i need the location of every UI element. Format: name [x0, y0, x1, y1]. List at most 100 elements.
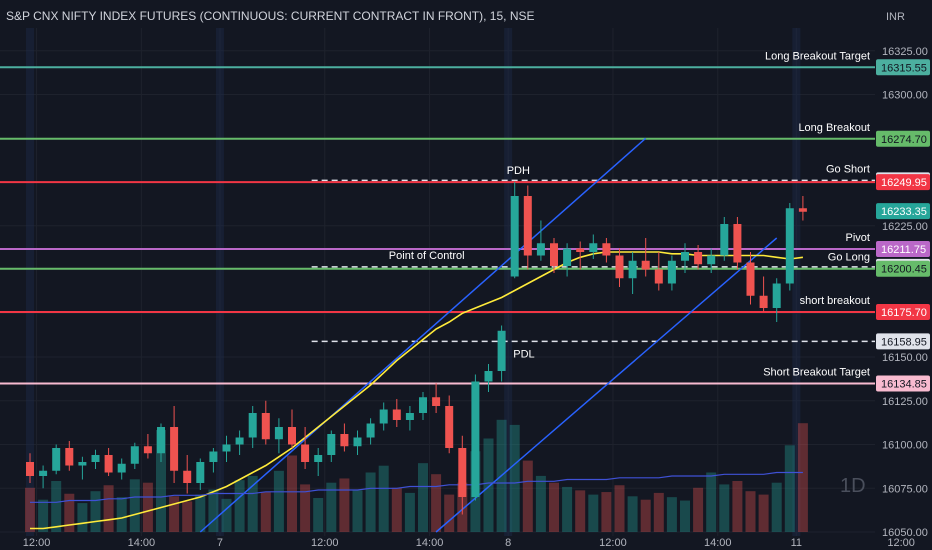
candle-body	[104, 455, 113, 473]
level-label: Long Breakout	[798, 122, 870, 134]
candle-body	[628, 260, 637, 279]
annotation-label: Point of Control	[389, 250, 465, 262]
price-tick: 16225.00	[882, 221, 928, 233]
volume-bar	[797, 423, 808, 532]
candle-body	[733, 224, 742, 263]
candle-body	[405, 413, 414, 420]
candle-body	[39, 470, 48, 476]
current-price-tag: 16233.35	[881, 206, 927, 218]
candle-body	[523, 196, 532, 256]
candle-body	[654, 269, 663, 284]
candle-body	[91, 455, 100, 462]
volume-bar	[182, 501, 193, 532]
price-tick: 16125.00	[882, 396, 928, 408]
volume-bar	[784, 445, 795, 532]
candle-body	[615, 255, 624, 279]
candle-body	[785, 208, 794, 284]
candle-body	[432, 397, 441, 406]
candle-body	[759, 295, 768, 308]
candle-body	[510, 196, 519, 277]
volume-bar	[391, 487, 402, 532]
time-tick: 14:00	[704, 537, 732, 549]
volume-bar	[614, 485, 625, 532]
candle-body	[196, 462, 205, 483]
candle-body	[497, 330, 506, 371]
price-tick: 16100.00	[882, 440, 928, 452]
time-tick: 12:00	[23, 537, 51, 549]
annotation-label: PDH	[507, 165, 530, 177]
volume-bar	[90, 491, 101, 532]
price-tag-bg	[876, 375, 930, 392]
currency-label: INR	[886, 11, 905, 23]
watermark: 1D	[840, 475, 866, 497]
volume-bar	[719, 484, 730, 532]
channel-upper-line	[199, 137, 647, 533]
volume-bar	[745, 491, 756, 532]
price-tag: 16200.45	[881, 264, 927, 276]
candle-body	[576, 248, 585, 252]
candle-body	[471, 381, 480, 497]
candle-body	[798, 208, 807, 212]
time-tick: 8	[505, 537, 511, 549]
candle-body	[170, 427, 179, 471]
candle-body	[707, 255, 716, 265]
price-tick: 16300.00	[882, 90, 928, 102]
candle-body	[694, 252, 703, 265]
session-separator	[792, 28, 801, 536]
volume-bar	[522, 460, 533, 532]
volume-bar	[483, 438, 494, 532]
session-separator	[504, 28, 513, 536]
candle-body	[26, 462, 34, 476]
candle-body	[274, 427, 283, 440]
volume-bar	[680, 500, 690, 532]
price-tag-bg	[876, 333, 930, 350]
candle-body	[667, 260, 676, 284]
level-labels: Long Breakout Target Long Breakout Go Shor…	[763, 50, 870, 378]
level-label: Pivot	[846, 232, 870, 244]
level-label: short breakout	[800, 295, 870, 307]
session-separator	[215, 28, 224, 536]
time-tick: 12:00	[887, 537, 915, 549]
candle-body	[130, 446, 139, 464]
annotations: PDH PDL Point of Control	[389, 165, 535, 360]
candle-body	[117, 463, 126, 473]
volume-bar	[38, 499, 49, 532]
time-axis-bg	[0, 536, 932, 550]
candle-body	[392, 409, 401, 420]
candle-body	[589, 243, 598, 252]
candle-body	[536, 243, 545, 256]
time-tick: 11	[791, 537, 802, 549]
volume-bar	[758, 494, 769, 532]
volume-bar	[418, 463, 428, 532]
volume-bar	[221, 498, 232, 532]
candle-body	[288, 427, 296, 445]
volume-bar	[693, 487, 704, 532]
price-tag: 16175.70	[881, 307, 927, 319]
volume-bar	[575, 490, 586, 532]
volume-bar	[549, 482, 559, 532]
volume-bar	[51, 481, 62, 532]
price-tag: 16134.85	[881, 379, 927, 391]
volume-bar	[365, 472, 376, 532]
candle-body	[353, 437, 362, 447]
volume-ma-line	[30, 471, 803, 503]
price-tick: 16150.00	[882, 352, 928, 364]
volume-bar	[509, 424, 520, 532]
time-tick: 12:00	[311, 537, 339, 549]
volume-bar	[287, 455, 297, 532]
ema-line	[30, 251, 804, 530]
price-tag: 16315.55	[881, 62, 927, 74]
candle-body	[235, 437, 244, 445]
candle-body	[157, 427, 165, 454]
volume-bar	[640, 499, 651, 532]
candle-body	[458, 448, 467, 497]
volume-bar	[378, 465, 389, 532]
candle-body	[78, 462, 87, 466]
level-lines	[0, 66, 875, 385]
volume-bar	[247, 475, 258, 532]
volume-bar	[535, 475, 546, 532]
time-tick: 12:00	[599, 537, 627, 549]
volume-bar	[208, 489, 219, 532]
volume-bar	[103, 485, 114, 532]
